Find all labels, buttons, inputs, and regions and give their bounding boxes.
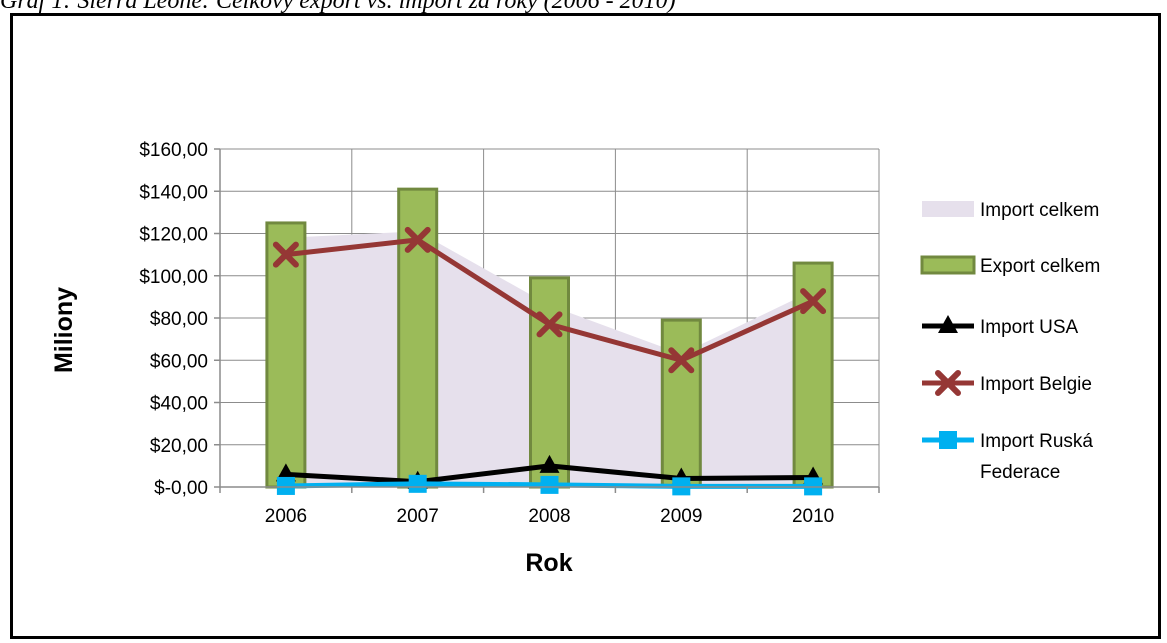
x-tick-label: 2009 xyxy=(660,506,702,527)
x-tick-label: 2006 xyxy=(265,506,307,527)
point-import-belgie-2009 xyxy=(668,347,695,374)
legend-item-import-celkem: Import celkem xyxy=(922,200,1099,221)
point-import-belgie-2008 xyxy=(536,311,563,338)
marker-stroke xyxy=(272,241,299,268)
x-tick-label: 2010 xyxy=(792,506,834,527)
point-import-belgie-2007 xyxy=(404,226,431,253)
marker-stroke xyxy=(536,311,563,338)
bar-export-2006 xyxy=(265,221,307,489)
point-import-rusk-federace-2008 xyxy=(540,475,559,494)
bar-export-2008 xyxy=(529,276,570,489)
line-series xyxy=(272,226,827,496)
marker-stroke xyxy=(404,226,431,253)
legend-marker xyxy=(935,370,961,396)
axes xyxy=(214,148,880,493)
bar-export-2009 xyxy=(660,318,702,489)
export-bars xyxy=(265,187,834,489)
x-tick-label: 2007 xyxy=(397,506,439,527)
legend-swatch xyxy=(922,201,974,217)
legend-item-import-belgie: Import Belgie xyxy=(922,370,1092,396)
legend-marker xyxy=(938,315,958,333)
y-tick-label: $-0,00 xyxy=(154,478,208,499)
legend-marker xyxy=(939,431,957,449)
legend-swatch xyxy=(920,255,976,275)
x-axis-title: Rok xyxy=(525,549,572,577)
legend-label: Import celkem xyxy=(980,200,1099,221)
y-axis-title: Miliony xyxy=(50,287,78,373)
bar-export-2007 xyxy=(397,187,439,489)
x-tick-labels: 2006 2007 2008 2009 2010 xyxy=(265,506,834,527)
point-import-belgie-2010 xyxy=(800,288,827,315)
marker-stroke xyxy=(935,370,961,396)
y-tick-label: $160,00 xyxy=(139,140,208,161)
marker-stroke xyxy=(800,288,827,315)
legend: Import celkem Export celkem Import USA Impo… xyxy=(920,200,1100,483)
point-import-usa-2008 xyxy=(539,454,560,473)
x-tick-label: 2008 xyxy=(528,506,570,527)
legend-label: Federace xyxy=(980,462,1060,483)
legend-item-import-usa: Import USA xyxy=(922,315,1079,338)
y-tick-labels: $-0,00 $20,00 $40,00 $60,00 $80,00 $100,00 $12… xyxy=(139,140,208,499)
legend-item-import-rusk-federace: Import Ruská Federace xyxy=(922,431,1093,483)
legend-label: Import Ruská xyxy=(980,431,1093,452)
chart-caption: Graf 1: Sierra Leone: Celkový export vs.… xyxy=(0,0,676,14)
point-import-rusk-federace-2006 xyxy=(276,476,295,495)
legend-label: Import Belgie xyxy=(980,374,1092,395)
point-import-usa-2006 xyxy=(275,463,296,482)
legend-label: Export celkem xyxy=(980,256,1100,277)
marker-stroke xyxy=(668,347,695,374)
y-tick-label: $80,00 xyxy=(150,309,208,330)
y-tick-label: $140,00 xyxy=(139,182,208,203)
bar-export-2010 xyxy=(792,261,834,489)
y-tick-label: $40,00 xyxy=(150,394,208,415)
y-tick-label: $100,00 xyxy=(139,267,208,288)
legend-label: Import USA xyxy=(980,317,1079,338)
y-tick-label: $20,00 xyxy=(150,436,208,457)
legend-item-export-celkem: Export celkem xyxy=(920,255,1100,277)
y-tick-label: $60,00 xyxy=(150,351,208,372)
point-import-belgie-2006 xyxy=(272,241,299,268)
point-import-rusk-federace-2007 xyxy=(408,474,427,493)
y-tick-label: $120,00 xyxy=(139,225,208,246)
